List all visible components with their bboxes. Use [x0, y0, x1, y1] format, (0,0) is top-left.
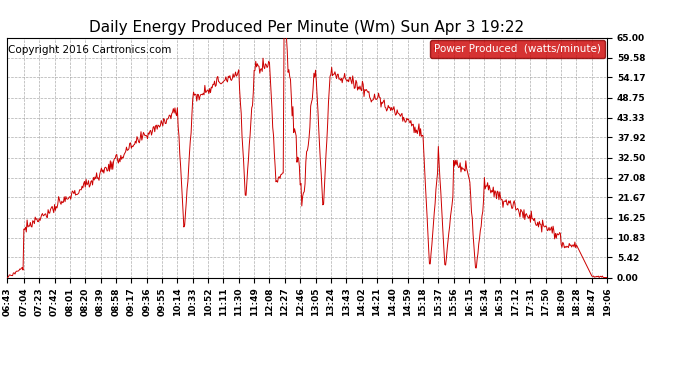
- Legend: Power Produced  (watts/minute): Power Produced (watts/minute): [430, 40, 605, 58]
- Title: Daily Energy Produced Per Minute (Wm) Sun Apr 3 19:22: Daily Energy Produced Per Minute (Wm) Su…: [90, 20, 524, 35]
- Text: Copyright 2016 Cartronics.com: Copyright 2016 Cartronics.com: [8, 45, 172, 55]
